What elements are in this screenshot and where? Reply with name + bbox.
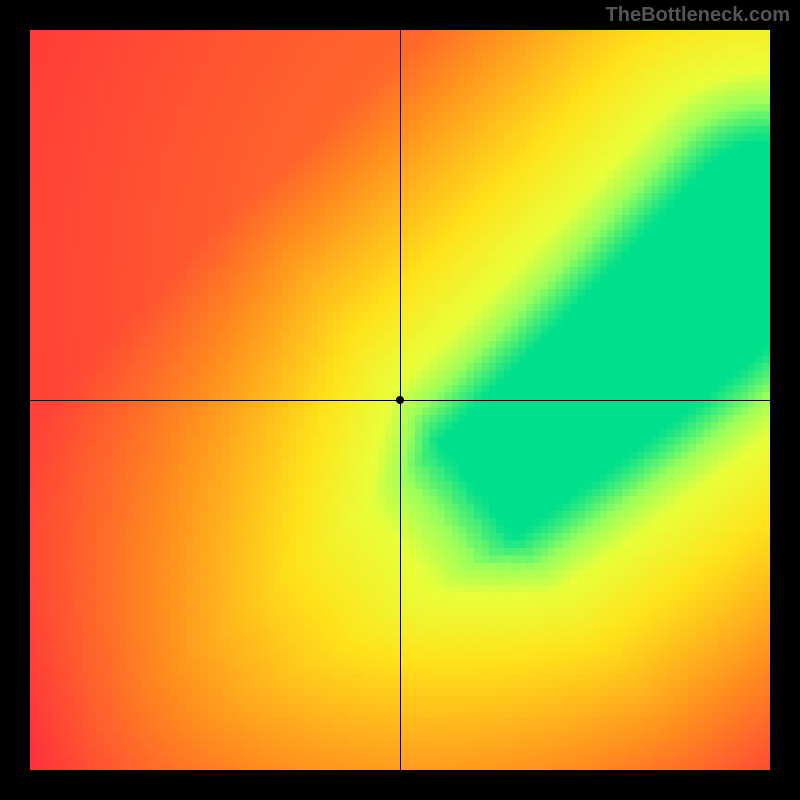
watermark-text: TheBottleneck.com [606, 4, 790, 27]
plot-area [30, 30, 770, 770]
crosshair-marker-dot [396, 396, 404, 404]
chart-outer-frame: TheBottleneck.com [0, 0, 800, 800]
